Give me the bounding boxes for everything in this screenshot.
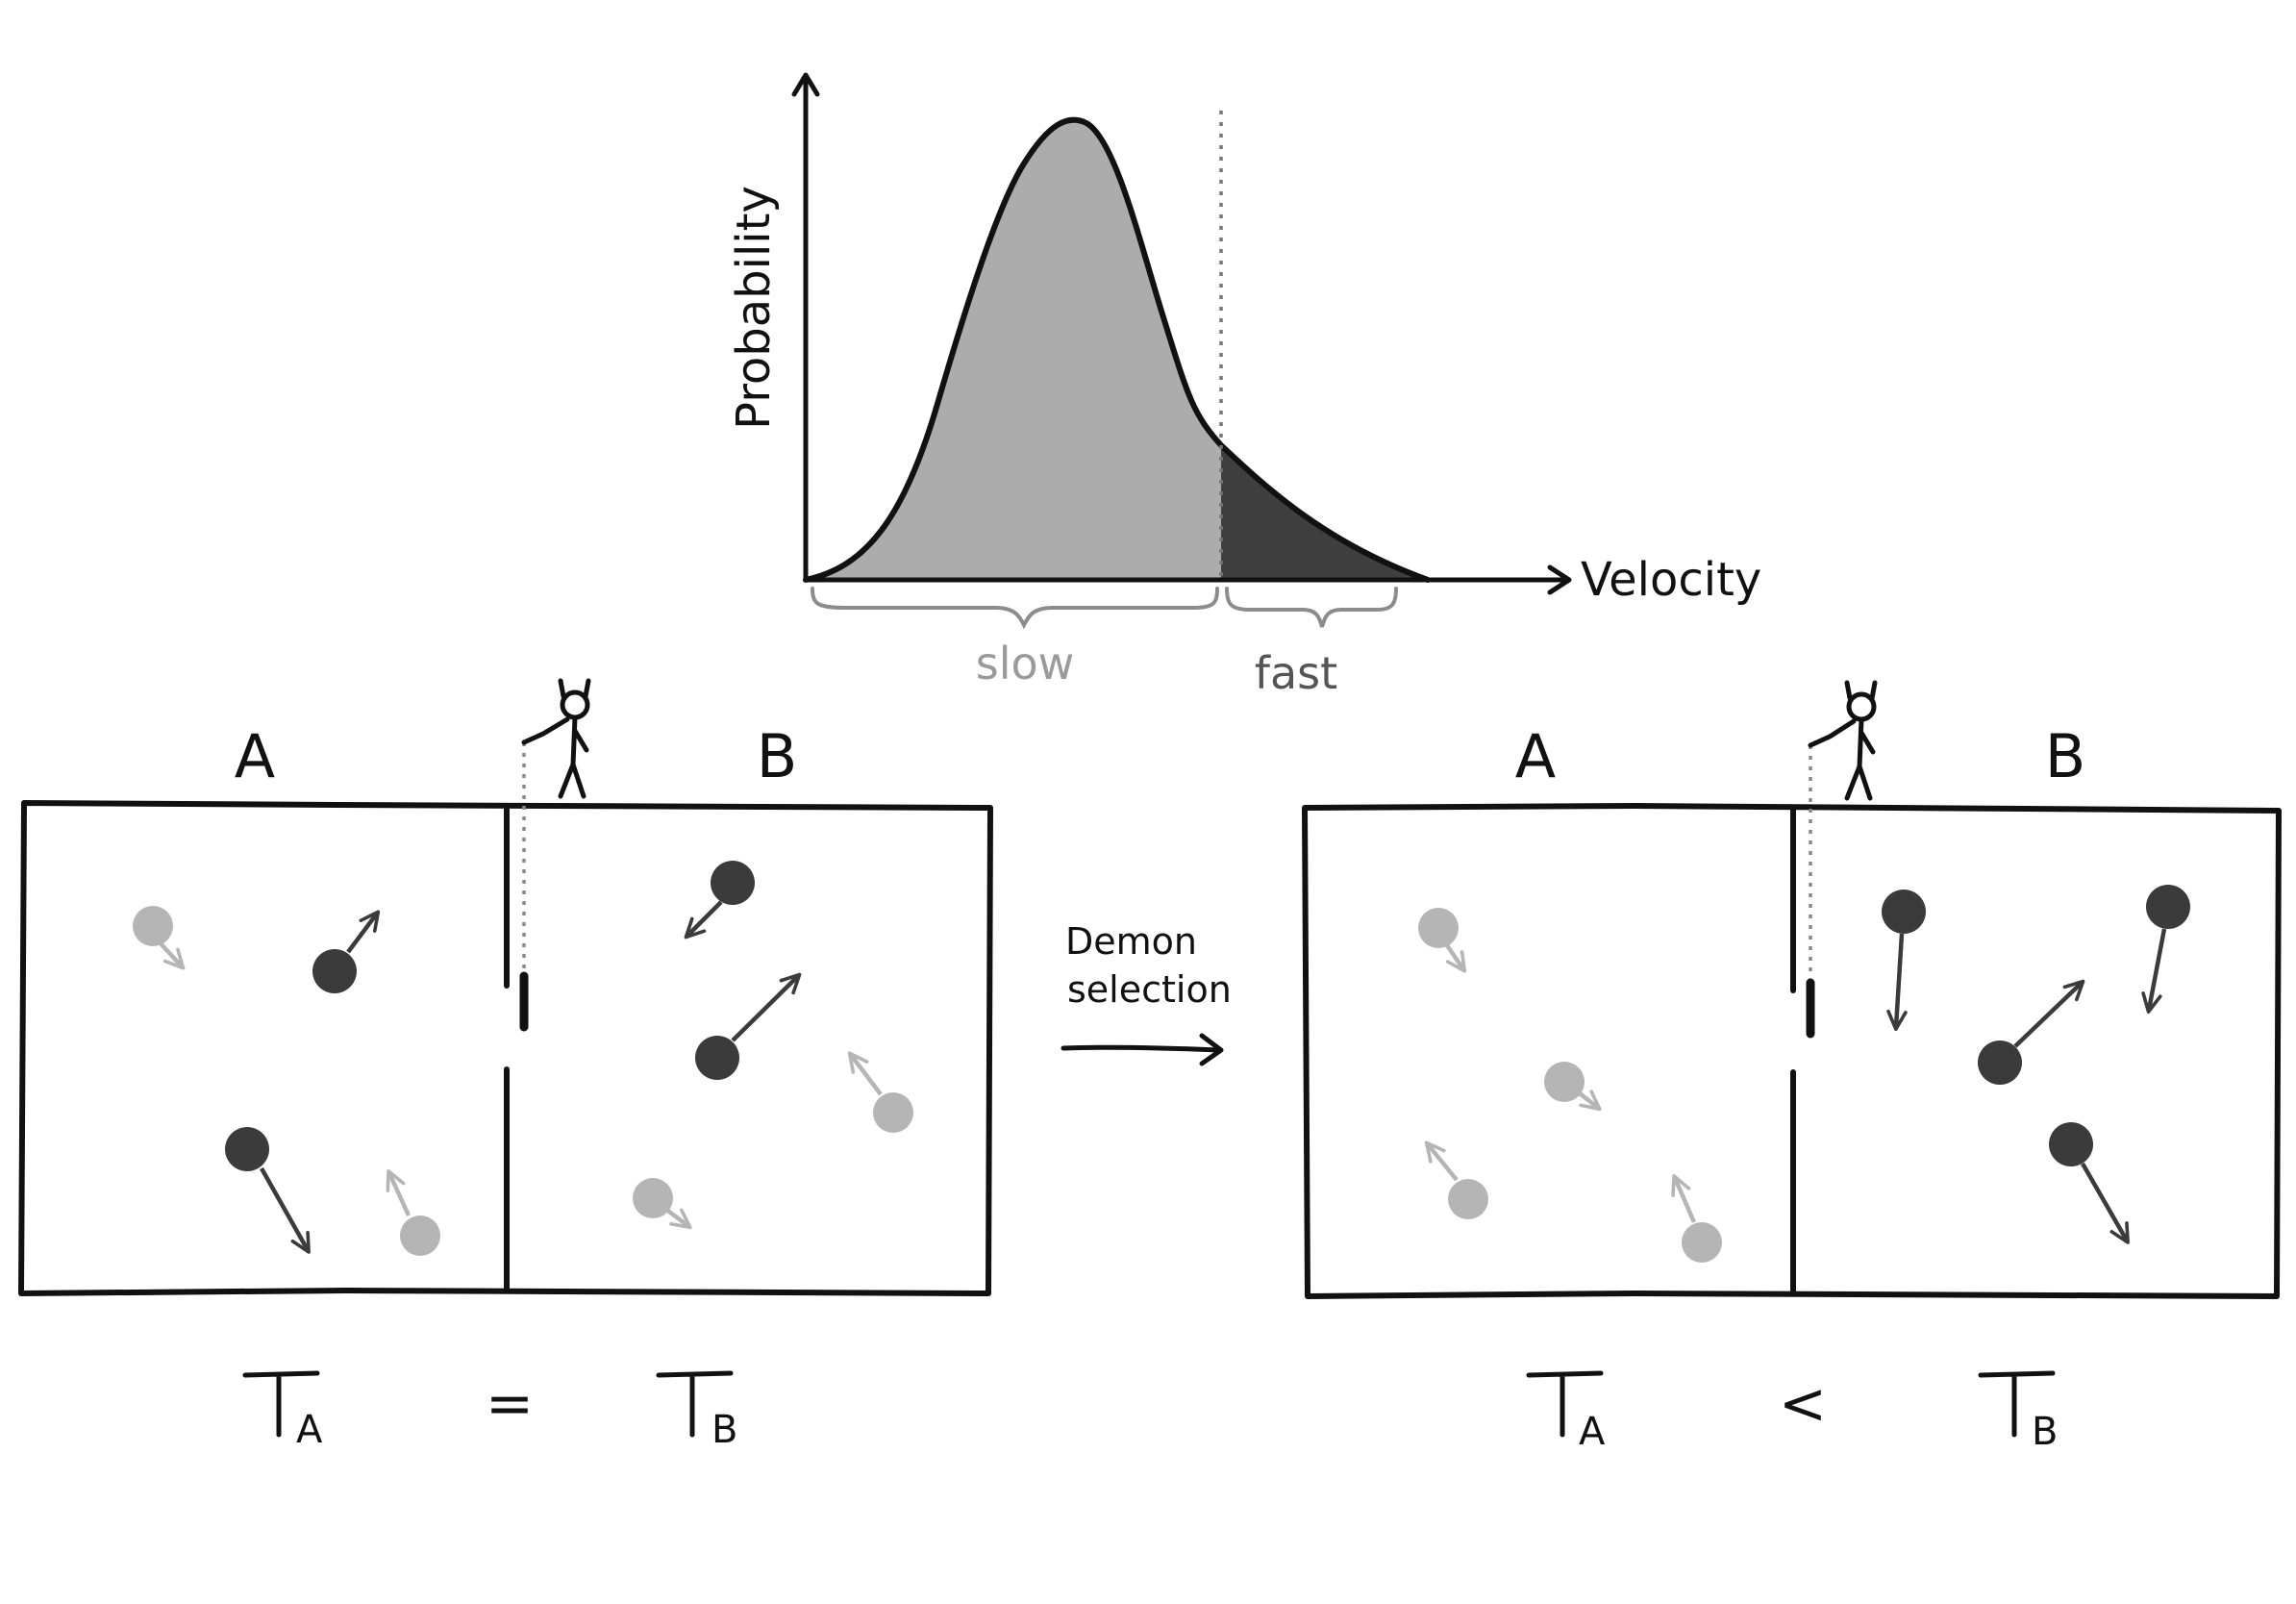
after-label-a: A (1515, 721, 1556, 791)
x-axis-label: Velocity (1581, 553, 1761, 607)
y-axis-label: Probability (727, 186, 781, 430)
particle-slow (1544, 1062, 1602, 1112)
velocity-distribution-graph: Probability Velocity slow fast (727, 72, 1761, 699)
after-relation: A < B (1526, 1370, 2058, 1454)
arrow-shaft (1061, 1044, 1222, 1053)
before-label-b: B (757, 721, 798, 791)
after-container: A B (1302, 680, 2282, 1454)
before-t-b-letter (656, 1370, 734, 1438)
after-t-b-subscript: B (2032, 1410, 2058, 1454)
particle-fast (695, 972, 802, 1080)
particle-slow (847, 1051, 913, 1133)
particle-fast (2049, 1122, 2130, 1244)
arrow-label-line2: selection (1067, 968, 1232, 1011)
after-demon-arm-to-string (1808, 718, 1857, 748)
after-relation-operator: < (1779, 1370, 1827, 1438)
particle-fast (312, 910, 381, 993)
demon-selection-arrow: Demon selection (1061, 920, 1232, 1066)
fast-brace (1225, 587, 1398, 628)
before-particles (133, 861, 913, 1256)
arrow-label-line1: Demon (1065, 920, 1197, 963)
before-relation: A = B (242, 1370, 737, 1452)
particle-fast (1978, 979, 2085, 1085)
before-container: A B (18, 678, 993, 1452)
before-demon-arm-to-string (521, 716, 570, 745)
before-t-a-letter (242, 1370, 320, 1438)
particle-fast (2141, 885, 2190, 1015)
slow-region (806, 119, 1221, 580)
particle-fast (1882, 890, 1926, 1032)
slow-brace (811, 587, 1219, 630)
particle-slow (1424, 1140, 1488, 1219)
particle-slow (386, 1169, 440, 1256)
arrow-head (1199, 1033, 1224, 1066)
after-demon-body (1844, 716, 1876, 801)
before-box-outline (18, 800, 993, 1296)
after-box-outline (1302, 803, 2282, 1299)
after-t-b-letter (1978, 1370, 2056, 1438)
slow-label: slow (976, 638, 1075, 689)
particle-slow (633, 1178, 692, 1230)
before-t-b-subscript: B (711, 1408, 737, 1452)
distribution-curve (803, 116, 1431, 583)
after-t-a-subscript: A (1579, 1410, 1606, 1454)
before-label-a: A (235, 721, 275, 791)
before-t-a-subscript: A (296, 1408, 323, 1452)
particle-fast (225, 1127, 311, 1254)
after-label-b: B (2045, 721, 2086, 791)
y-axis-arrowhead (791, 72, 820, 97)
after-demon (1808, 680, 1878, 801)
particle-slow (1418, 908, 1467, 973)
after-particles (1418, 885, 2190, 1263)
particle-slow (1671, 1174, 1722, 1263)
fast-region (1221, 445, 1428, 580)
before-demon-body (558, 714, 589, 799)
particle-slow (133, 906, 186, 970)
before-demon-horns (558, 678, 591, 699)
particle-fast (684, 861, 755, 940)
after-demon-horns (1844, 680, 1878, 701)
fast-label: fast (1255, 647, 1337, 699)
x-axis-arrowhead (1547, 564, 1572, 595)
before-relation-operator: = (486, 1370, 534, 1438)
after-t-a-letter (1526, 1370, 1604, 1438)
before-demon (521, 678, 591, 799)
